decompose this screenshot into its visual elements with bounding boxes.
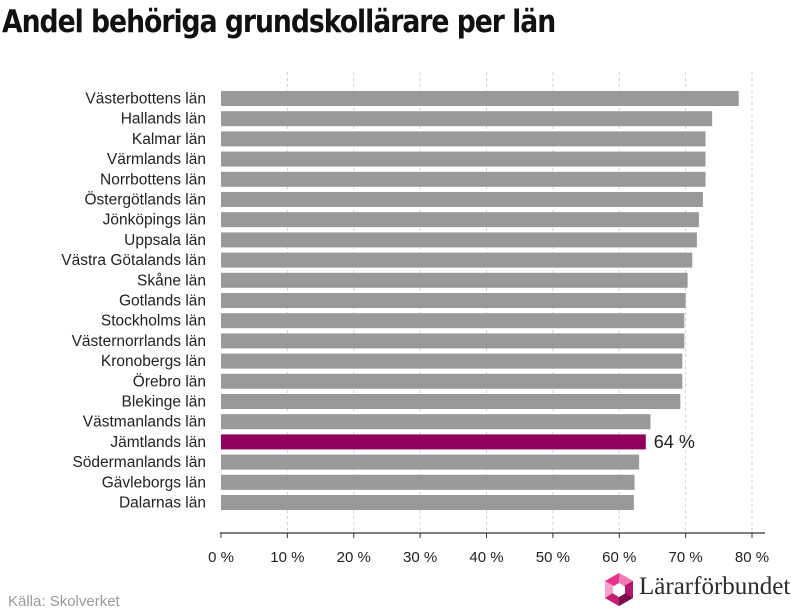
category-label: Uppsala län <box>124 232 206 249</box>
highlight-data-label: 64 % <box>654 432 695 452</box>
category-label: Gävleborgs län <box>102 474 206 491</box>
source-note: Källa: Skolverket <box>8 593 120 610</box>
x-tick-label: 50 % <box>536 549 570 566</box>
bar <box>221 474 635 490</box>
category-label: Skåne län <box>137 272 206 289</box>
x-tick-labels: 0 % 10 % 20 % 30 % 40 % 50 % 60 % 70 % 80 % <box>208 549 769 566</box>
bar <box>221 373 683 389</box>
bar <box>221 353 683 369</box>
bar <box>221 293 686 308</box>
bar <box>221 333 685 349</box>
bar <box>221 252 693 268</box>
category-label: Västra Götalands län <box>61 252 206 269</box>
bar <box>221 414 651 430</box>
category-label: Västernorrlands län <box>72 333 206 350</box>
x-tick-label: 10 % <box>270 549 304 566</box>
bar-highlight <box>221 434 646 450</box>
x-tick-label: 80 % <box>735 549 769 566</box>
category-labels: Västerbottens län Hallands län Kalmar län V… <box>61 91 206 512</box>
hexagon-logo-icon <box>605 573 633 606</box>
category-label: Stockholms län <box>101 313 206 330</box>
category-label: Södermanlands län <box>72 454 206 471</box>
x-tick-label: 60 % <box>602 549 636 566</box>
bar <box>221 232 697 248</box>
x-tick-label: 20 % <box>337 549 371 566</box>
chart-title: Andel behöriga grundskollärare per län <box>2 4 556 40</box>
bar <box>221 111 713 127</box>
logo-wordmark: Lärarförbundet <box>639 573 791 600</box>
category-label: Västmanlands län <box>83 414 206 431</box>
category-label: Västerbottens län <box>85 91 206 108</box>
bar <box>221 212 699 228</box>
category-label: Örebro län <box>133 372 206 390</box>
bar <box>221 131 706 147</box>
category-label: Gotlands län <box>119 293 206 310</box>
brand-logo: Lärarförbundet <box>602 571 797 609</box>
bar <box>221 495 634 510</box>
bar <box>221 454 640 470</box>
category-label: Jönköpings län <box>103 212 206 229</box>
category-label: Norrbottens län <box>100 171 206 188</box>
bar <box>221 394 681 409</box>
x-axis <box>220 532 765 538</box>
category-label: Värmlands län <box>107 151 206 168</box>
bar <box>221 91 739 106</box>
annotations: 64 % <box>654 432 695 452</box>
bars <box>221 91 739 510</box>
category-label: Kalmar län <box>132 131 206 148</box>
x-tick-label: 0 % <box>208 549 234 566</box>
x-tick-label: 30 % <box>403 549 437 566</box>
x-tick-label: 40 % <box>469 549 503 566</box>
bar <box>221 272 688 288</box>
bar-chart: Västerbottens län Hallands län Kalmar län V… <box>61 72 769 566</box>
category-label: Östergötlands län <box>85 191 207 209</box>
x-tick-label: 70 % <box>669 549 703 566</box>
category-label: Blekinge län <box>122 394 206 411</box>
bar <box>221 313 685 329</box>
category-label: Dalarnas län <box>119 495 206 512</box>
bar <box>221 151 706 167</box>
bar <box>221 192 703 207</box>
bar <box>221 171 706 187</box>
category-label: Hallands län <box>121 111 206 128</box>
category-label: Kronobergs län <box>101 353 206 370</box>
category-label: Jämtlands län <box>110 434 206 451</box>
